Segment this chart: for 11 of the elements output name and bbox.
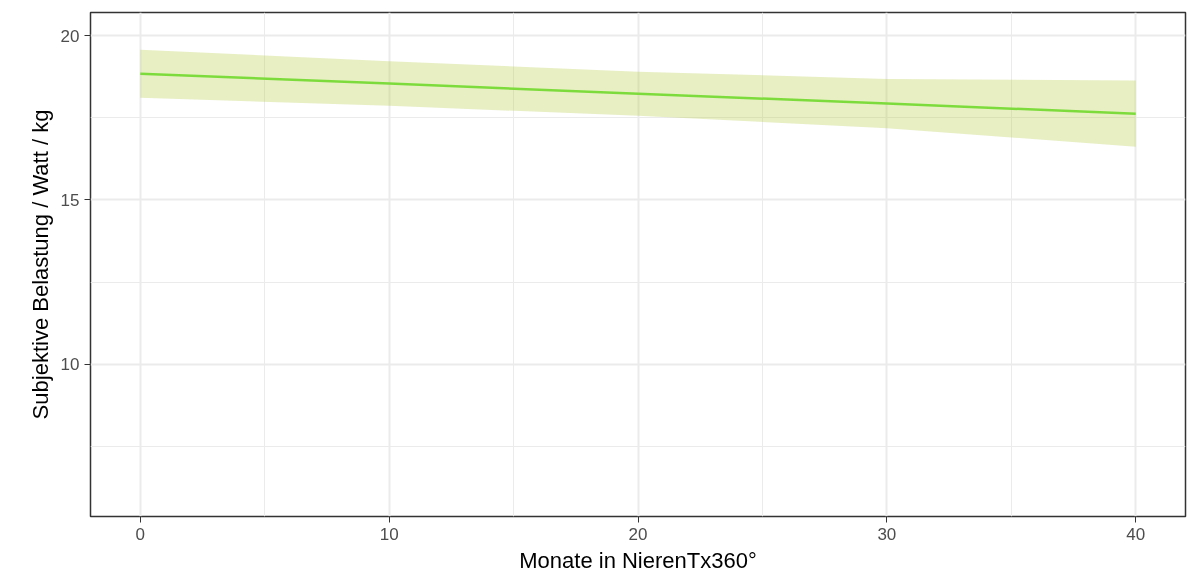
x-tick-label: 20 — [628, 524, 648, 544]
y-tick-label: 15 — [60, 190, 80, 210]
y-tick-label: 10 — [60, 355, 80, 375]
x-tick-label: 30 — [877, 524, 897, 544]
x-tick-label: 0 — [135, 524, 146, 544]
x-tick-label: 40 — [1126, 524, 1146, 544]
x-axis-title: Monate in NierenTx360° — [519, 547, 757, 573]
line-series — [139, 72, 1137, 116]
y-tick-label: 20 — [60, 26, 80, 46]
y-axis-title: Subjektive Belastung / Watt / kg — [27, 109, 53, 420]
x-tick-label: 10 — [379, 524, 399, 544]
